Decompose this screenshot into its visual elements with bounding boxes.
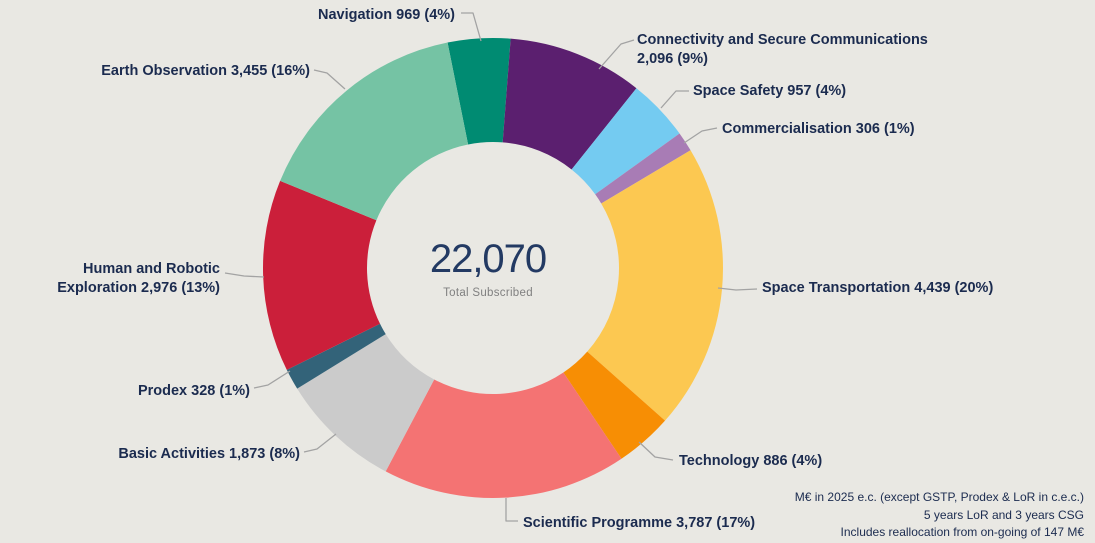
label-technology: Technology 886 (4%) <box>679 453 823 469</box>
slice-navigation <box>447 38 511 145</box>
slice-earth-observation <box>280 42 469 221</box>
label-commercialisation: Commercialisation 306 (1%) <box>722 121 915 137</box>
footnote-line-3: Includes reallocation from on-going of 1… <box>840 525 1084 539</box>
leader-line-prodex <box>253 370 291 389</box>
leader-line-basic-activities <box>303 433 337 453</box>
slice-connectivity-and-secure-communications <box>502 38 637 170</box>
slice-space-transportation <box>587 150 723 421</box>
footnote-block: M€ in 2025 e.c. (except GSTP, Prodex & L… <box>795 489 1084 542</box>
label-scientific-programme: Scientific Programme 3,787 (17%) <box>523 515 756 531</box>
label-basic-activities: Basic Activities 1,873 (8%) <box>118 446 300 462</box>
label-space-safety: Space Safety 957 (4%) <box>693 83 847 99</box>
slice-scientific-programme <box>385 372 622 498</box>
label-human-and-robotic-exploration: Human and Robotic Exploration 2,976 (13%… <box>57 261 220 296</box>
slice-space-safety <box>571 88 680 195</box>
label-navigation: Navigation 969 (4%) <box>318 7 455 23</box>
footnote-line-2: 5 years LoR and 3 years CSG <box>923 507 1084 522</box>
label-earth-observation: Earth Observation 3,455 (16%) <box>101 63 310 79</box>
label-space-transportation: Space Transportation 4,439 (20%) <box>762 280 994 296</box>
leader-line-human-and-robotic-exploration <box>224 272 265 278</box>
slice-prodex <box>286 323 386 389</box>
slice-basic-activities <box>297 334 435 472</box>
slice-commercialisation <box>595 133 691 204</box>
leader-line-earth-observation <box>313 69 346 90</box>
leader-line-technology <box>638 441 674 461</box>
leader-line-navigation <box>461 12 482 42</box>
footnote-line-1: M€ in 2025 e.c. (except GSTP, Prodex & L… <box>794 490 1084 504</box>
slice-technology <box>563 351 666 459</box>
leader-line-scientific-programme <box>505 498 518 522</box>
leader-line-commercialisation <box>683 127 718 144</box>
leader-line-space-safety <box>660 90 689 109</box>
leader-line-connectivity-and-secure-communications <box>598 39 635 70</box>
label-connectivity-and-secure-communications: Connectivity and Secure Communications 2… <box>637 32 928 67</box>
slice-human-and-robotic-exploration <box>262 180 381 370</box>
label-prodex: Prodex 328 (1%) <box>137 383 250 399</box>
leader-line-space-transportation <box>717 287 758 291</box>
